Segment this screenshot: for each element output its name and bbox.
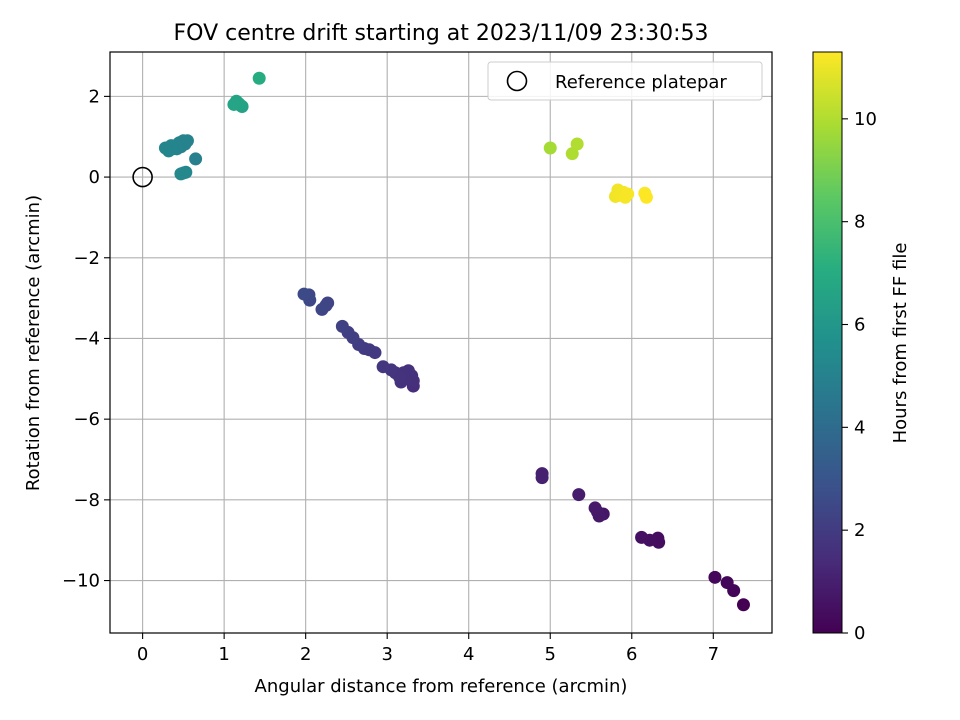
data-point <box>720 576 734 590</box>
colorbar-tick-label: 8 <box>854 212 865 233</box>
data-point <box>252 71 266 85</box>
x-tick-label: 1 <box>218 644 229 665</box>
data-point <box>158 141 172 155</box>
colorbar-label: Hours from first FF file <box>890 243 911 444</box>
x-tick-label: 4 <box>463 644 474 665</box>
grid-lines <box>110 52 772 633</box>
colorbar-ticks: 0 2 4 6 8 10 <box>842 109 877 644</box>
data-point <box>535 471 549 485</box>
x-tick-label: 0 <box>137 644 148 665</box>
y-tick-label: −6 <box>73 409 100 430</box>
x-axis-ticks: 0 1 2 3 4 5 6 7 <box>137 633 719 665</box>
colorbar <box>812 51 843 634</box>
legend-box <box>487 61 763 101</box>
data-point <box>621 187 635 201</box>
x-tick-label: 3 <box>381 644 392 665</box>
colorbar-tick-label: 4 <box>854 417 865 438</box>
y-tick-label: −10 <box>62 571 100 592</box>
data-point <box>227 97 241 111</box>
data-point <box>335 319 349 333</box>
data-point <box>588 501 602 515</box>
x-tick-label: 7 <box>708 644 719 665</box>
data-point <box>570 137 584 151</box>
y-tick-label: 2 <box>89 86 100 107</box>
data-point <box>736 598 750 612</box>
y-axis-label: Rotation from reference (arcmin) <box>23 195 44 491</box>
colorbar-tick-label: 6 <box>854 315 865 336</box>
legend-label-reference: Reference platepar <box>555 72 727 93</box>
data-point <box>189 152 203 166</box>
y-tick-label: −8 <box>73 490 100 511</box>
data-point <box>543 141 557 155</box>
x-axis-label: Angular distance from reference (arcmin) <box>255 676 628 697</box>
reference-marker-layer <box>132 166 153 188</box>
reference-platepar-marker <box>132 166 153 188</box>
colorbar-tick-label: 0 <box>854 623 865 644</box>
data-point <box>635 530 649 544</box>
y-axis-ticks: −10 −8 −6 −4 −2 0 2 <box>62 86 110 592</box>
colorbar-tick-label: 2 <box>854 520 865 541</box>
y-tick-label: 0 <box>89 167 100 188</box>
legend: Reference platepar <box>487 61 763 101</box>
x-tick-label: 2 <box>300 644 311 665</box>
data-point <box>572 488 586 502</box>
data-point <box>376 360 390 374</box>
chart-title: FOV centre drift starting at 2023/11/09 … <box>174 21 709 46</box>
data-point <box>639 190 653 204</box>
y-tick-label: −4 <box>73 328 100 349</box>
data-point <box>565 147 579 161</box>
x-tick-label: 5 <box>545 644 556 665</box>
plot-frame <box>109 51 773 634</box>
y-tick-label: −2 <box>73 248 100 269</box>
data-point <box>174 167 188 181</box>
colorbar-tick-label: 10 <box>854 109 877 130</box>
data-point <box>315 302 329 316</box>
legend-marker-reference <box>506 70 528 92</box>
x-tick-label: 6 <box>626 644 637 665</box>
data-point <box>297 287 311 301</box>
scatter-points <box>158 71 750 612</box>
data-point <box>708 570 722 584</box>
